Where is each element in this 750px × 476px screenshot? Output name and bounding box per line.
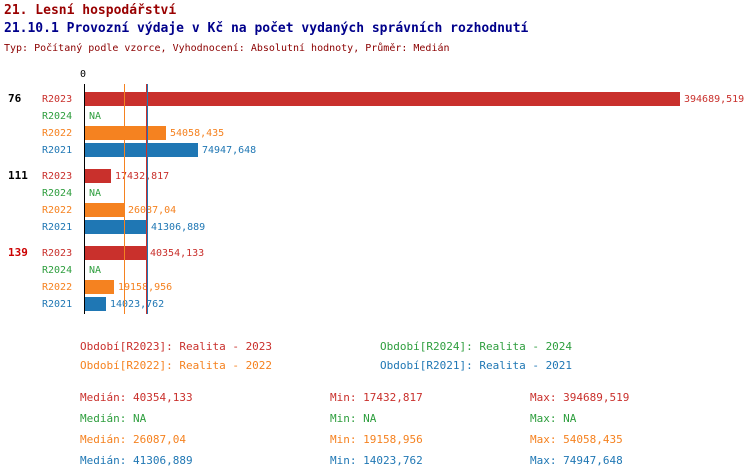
series-label: R2023 <box>42 248 73 259</box>
series-label: R2021 <box>42 145 73 156</box>
series-label: R2022 <box>42 205 73 216</box>
bar <box>85 92 680 106</box>
stat-max: Max: 394689,519 <box>530 391 630 404</box>
group-label: 139 <box>8 246 28 259</box>
bar-value: 394689,519 <box>684 94 745 105</box>
chart-meta: Typ: Počítaný podle vzorce, Vyhodnocení:… <box>4 43 450 54</box>
bar-value: 41306,889 <box>151 222 206 233</box>
stat-max: Max: 54058,435 <box>530 433 623 446</box>
legend-item: Období[R2024]: Realita - 2024 <box>380 340 573 353</box>
median-line <box>124 84 125 314</box>
group-label: 111 <box>8 169 28 182</box>
series-label: R2023 <box>42 171 73 182</box>
bar-value: NA <box>89 111 102 122</box>
bar-value: 19158,956 <box>118 282 172 294</box>
bar <box>85 126 166 140</box>
stat-median: Medián: 40354,133 <box>80 391 193 404</box>
stat-median: Medián: 26087,04 <box>80 433 186 446</box>
stat-min: Min: 14023,762 <box>330 454 423 467</box>
series-label: R2022 <box>42 282 73 293</box>
series-label: R2022 <box>42 128 73 139</box>
bar <box>85 220 147 234</box>
chart-subtitle: 21.10.1 Provozní výdaje v Kč na počet vy… <box>4 21 529 36</box>
stat-median: Medián: NA <box>80 412 147 425</box>
legend-item: Období[R2023]: Realita - 2023 <box>80 340 273 353</box>
series-label: R2024 <box>42 111 73 122</box>
bar-value: 40354,133 <box>150 248 205 259</box>
axis-zero-label: 0 <box>80 69 87 80</box>
series-label: R2024 <box>42 265 73 276</box>
stat-median: Medián: 41306,889 <box>80 454 193 467</box>
bar-value: 17432,817 <box>115 171 170 182</box>
bar-value: NA <box>89 265 102 276</box>
stat-max: Max: NA <box>530 412 577 425</box>
bar <box>85 203 124 217</box>
bar <box>85 169 111 183</box>
stat-min: Min: NA <box>330 412 377 425</box>
bar-value: 26087,04 <box>128 205 177 216</box>
bar <box>85 297 106 311</box>
stat-min: Min: 17432,817 <box>330 391 423 404</box>
series-label: R2024 <box>42 188 73 199</box>
legend-item: Období[R2022]: Realita - 2022 <box>80 359 273 372</box>
bar-value: 74947,648 <box>202 145 257 156</box>
axis-zero-line <box>84 84 85 314</box>
bar <box>85 280 114 294</box>
stat-max: Max: 74947,648 <box>530 454 623 467</box>
bar-value: 14023,762 <box>110 299 165 310</box>
median-line <box>146 84 147 314</box>
series-label: R2023 <box>42 94 73 105</box>
median-line <box>147 84 148 314</box>
bar <box>85 143 198 157</box>
bar <box>85 246 146 260</box>
stat-min: Min: 19158,956 <box>330 433 423 446</box>
bar-value: 54058,435 <box>170 128 225 139</box>
chart-title: 21. Lesní hospodářství <box>4 3 177 18</box>
series-label: R2021 <box>42 222 73 233</box>
group-label: 76 <box>8 92 22 105</box>
legend-item: Období[R2021]: Realita - 2021 <box>380 359 573 372</box>
bar-value: NA <box>89 188 102 199</box>
series-label: R2021 <box>42 299 73 310</box>
